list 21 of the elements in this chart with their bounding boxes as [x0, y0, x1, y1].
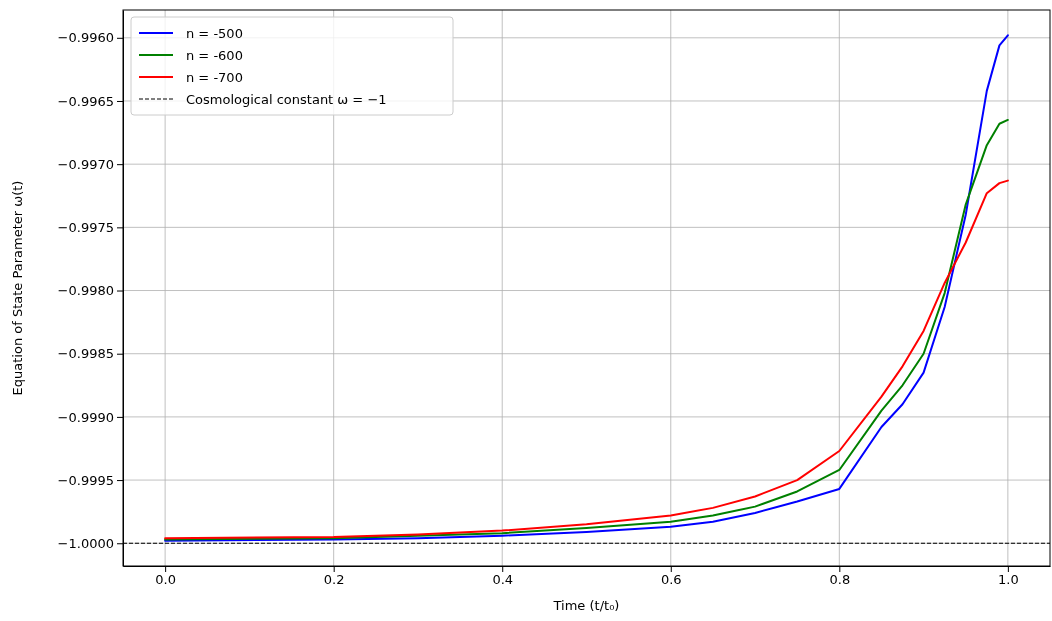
y-tick-label: −0.9975 [57, 220, 114, 236]
legend-label: n = -600 [186, 48, 243, 63]
x-tick-label: 1.0 [998, 572, 1019, 588]
x-tick-label: 0.4 [492, 572, 514, 588]
y-tick-label: −1.0000 [57, 535, 114, 551]
y-tick-label: −0.9970 [57, 156, 114, 172]
x-axis-title: Time (t/t₀) [552, 598, 620, 613]
y-tick-label: −0.9960 [57, 30, 114, 46]
y-tick-label: −0.9990 [57, 409, 114, 425]
y-tick-label: −0.9985 [57, 346, 114, 362]
y-tick-label: −0.9980 [57, 283, 114, 299]
legend-label: Cosmological constant ω = −1 [186, 92, 387, 107]
x-tick-label: 0.8 [829, 572, 851, 588]
legend-label: n = -700 [186, 70, 243, 85]
x-tick-label: 0.2 [323, 572, 345, 588]
x-tick-label: 0.6 [660, 572, 682, 588]
y-tick-label: −0.9965 [57, 93, 114, 109]
y-axis-title: Equation of State Parameter ω(t) [10, 180, 25, 396]
y-tick-label: −0.9995 [57, 472, 114, 488]
x-tick-label: 0.0 [155, 572, 176, 588]
legend-label: n = -500 [186, 26, 243, 41]
